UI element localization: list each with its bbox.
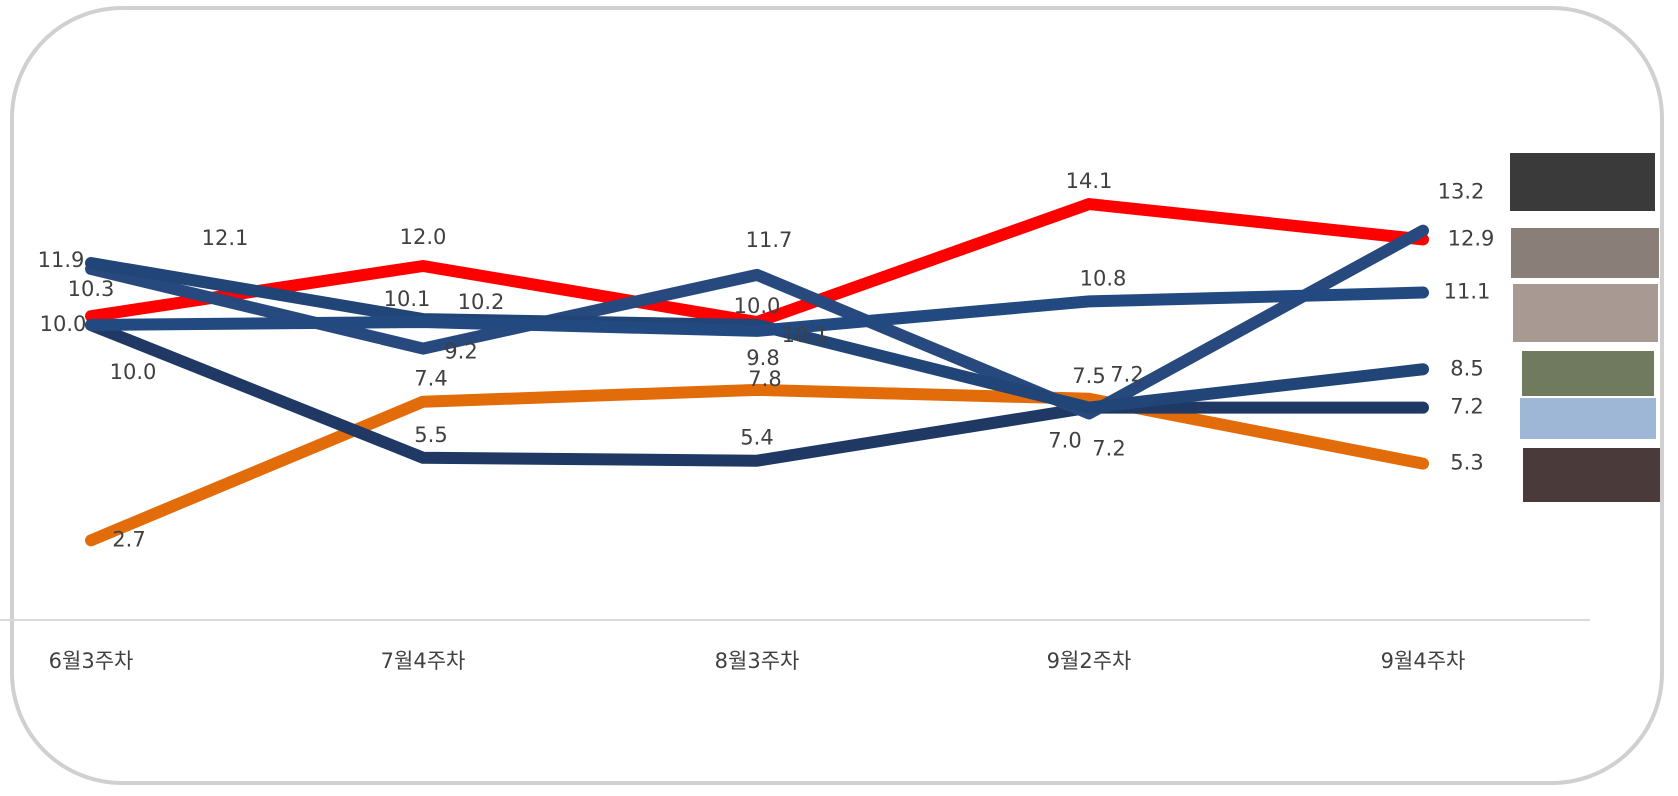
portrait — [1522, 351, 1654, 396]
x-tick-label: 7월4주차 — [381, 649, 466, 673]
data-label: 5.4 — [740, 426, 773, 450]
data-label: 8.5 — [1450, 356, 1483, 380]
x-tick-label: 9월4주차 — [1381, 649, 1466, 673]
data-label: 10.2 — [458, 290, 505, 314]
portraits — [1510, 153, 1660, 502]
data-label: 11.7 — [746, 228, 793, 252]
data-label: 10.8 — [1080, 266, 1127, 290]
data-label: 10.0 — [734, 294, 781, 318]
portrait — [1511, 228, 1659, 278]
page: {"chart_data": {"type": "line", "categor… — [0, 0, 1678, 792]
data-label: 12.9 — [1448, 226, 1495, 250]
data-label: 11.9 — [38, 248, 85, 272]
data-label: 5.5 — [414, 423, 447, 447]
data-label: 12.0 — [400, 225, 447, 249]
data-label: 10.0 — [110, 360, 157, 384]
data-label: 7.8 — [748, 367, 781, 391]
data-label: 7.4 — [414, 367, 447, 391]
data-label: 7.2 — [1450, 395, 1483, 419]
x-tick-label: 8월3주차 — [715, 649, 800, 673]
data-label: 7.2 — [1110, 363, 1143, 387]
data-label: 11.1 — [1444, 280, 1491, 304]
data-label: 12.1 — [202, 226, 249, 250]
data-label: 2.7 — [112, 527, 145, 551]
portrait — [1510, 153, 1655, 211]
data-label: 10.1 — [384, 287, 431, 311]
data-label: 5.3 — [1450, 451, 1483, 475]
data-label: 10.0 — [40, 312, 87, 336]
data-label: 7.2 — [1092, 437, 1125, 461]
data-label: 9.8 — [746, 346, 779, 370]
data-label: 7.0 — [1048, 429, 1081, 453]
chart: 6월3주차 7월4주차 8월3주차 9월2주차 9월4주차 10.3 12.0 10.1 14.… — [0, 0, 1678, 792]
x-tick-label: 6월3주차 — [49, 649, 134, 673]
portrait — [1520, 398, 1656, 439]
data-label: 10.3 — [68, 277, 115, 301]
x-tick-label: 9월2주차 — [1047, 649, 1132, 673]
portrait — [1513, 284, 1658, 342]
data-label: 14.1 — [1066, 169, 1113, 193]
data-label: 13.2 — [1438, 180, 1485, 204]
data-label: 10.1 — [782, 323, 829, 347]
portrait — [1523, 448, 1660, 502]
data-label: 9.2 — [444, 340, 477, 364]
data-label: 7.5 — [1072, 364, 1105, 388]
